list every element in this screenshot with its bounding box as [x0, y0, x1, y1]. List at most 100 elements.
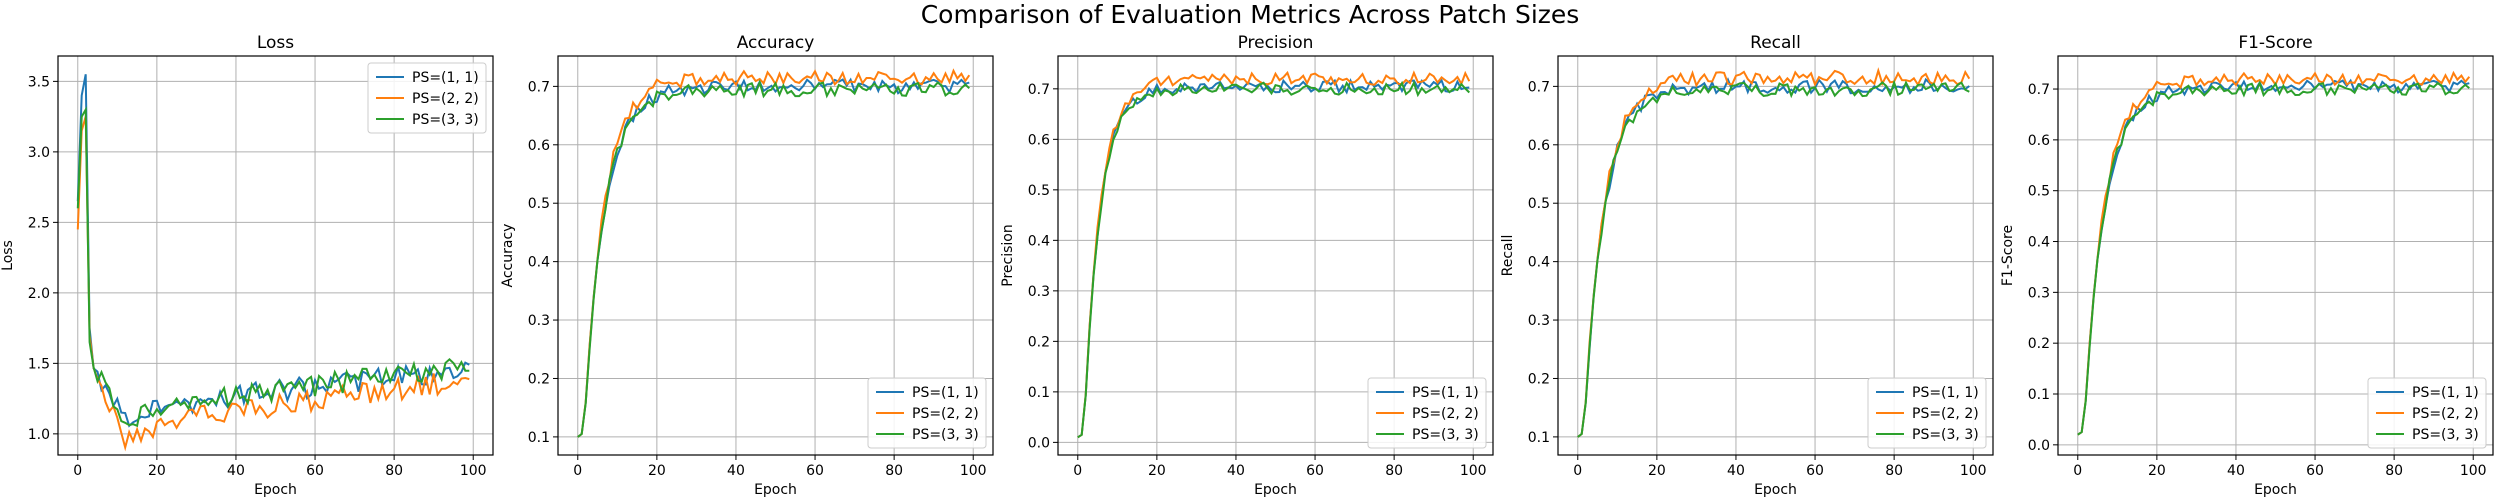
y-axis-label: Precision: [1000, 224, 1016, 286]
legend-entry-1: PS=(1, 1): [2412, 385, 2479, 401]
legend: PS=(1, 1) PS=(2, 2) PS=(3, 3): [2367, 377, 2487, 449]
y-tick-label: 0.7: [1028, 82, 1050, 98]
x-tick-label: 80: [885, 463, 903, 479]
axes-frame: [557, 55, 994, 456]
x-axis-label: Epoch: [2254, 482, 2297, 498]
legend-box: [1867, 377, 1987, 449]
legend-entry-2: PS=(2, 2): [2412, 406, 2479, 422]
x-tick-label: 0: [573, 463, 582, 479]
y-tick-label: 0.1: [528, 430, 550, 446]
x-tick-label: 0: [73, 463, 82, 479]
y-tick-label: 0.4: [528, 255, 550, 271]
y-tick-label: 0.0: [2028, 438, 2050, 454]
y-tick-label: 0.1: [2028, 387, 2050, 403]
y-tick-label: 0.2: [1028, 334, 1050, 350]
y-axis-label: Recall: [1500, 235, 1516, 277]
x-tick-label: 60: [806, 463, 824, 479]
y-tick-label: 0.4: [2028, 235, 2050, 251]
legend: PS=(1, 1) PS=(2, 2) PS=(3, 3): [1367, 377, 1487, 449]
x-tick-label: 20: [148, 463, 166, 479]
legend-entry-2: PS=(2, 2): [1912, 406, 1979, 422]
x-tick-label: 100: [1960, 463, 1987, 479]
x-axis-label: Epoch: [754, 482, 797, 498]
y-tick-label: 3.0: [28, 145, 50, 161]
subplot-title: Precision: [1238, 33, 1314, 53]
x-tick-label: 0: [1573, 463, 1582, 479]
axes-frame: [1057, 55, 1494, 456]
y-tick-label: 0.7: [2028, 82, 2050, 98]
series-line-1: [2077, 78, 2470, 436]
y-axis-label: F1-Score: [2000, 225, 2016, 286]
x-tick-label: 40: [227, 463, 245, 479]
x-axis-label: Epoch: [1754, 482, 1797, 498]
y-tick-label: 0.4: [1528, 255, 1550, 271]
y-tick-label: 0.1: [1028, 385, 1050, 401]
y-tick-label: 0.2: [1528, 371, 1550, 387]
legend-box: [1367, 377, 1487, 449]
series-line-2: [76, 116, 470, 452]
x-tick-label: 40: [1227, 463, 1245, 479]
y-tick-label: 0.3: [1028, 284, 1050, 300]
legend-box: [867, 377, 987, 449]
y-axis-label: Accuracy: [500, 224, 516, 288]
x-axis-label: Epoch: [1254, 482, 1297, 498]
legend-box: [367, 62, 487, 134]
y-tick-label: 0.6: [1528, 138, 1550, 154]
y-tick-label: 0.3: [1528, 313, 1550, 329]
y-tick-label: 0.4: [1028, 233, 1050, 249]
x-tick-label: 60: [306, 463, 324, 479]
series-line-3: [2077, 80, 2470, 436]
series-line-2: [1077, 70, 1471, 439]
y-tick-label: 0.0: [1028, 435, 1050, 451]
legend-entry-1: PS=(1, 1): [912, 385, 979, 401]
legend-box: [2367, 377, 2487, 449]
y-tick-label: 0.3: [528, 313, 550, 329]
x-tick-label: 60: [1306, 463, 1324, 479]
legend-entry-3: PS=(3, 3): [2412, 427, 2479, 443]
x-tick-label: 60: [2306, 463, 2324, 479]
x-tick-label: 60: [1806, 463, 1824, 479]
y-tick-label: 0.6: [1028, 132, 1050, 148]
subplot-title: Recall: [1750, 33, 1801, 53]
legend: PS=(1, 1) PS=(2, 2) PS=(3, 3): [367, 62, 487, 134]
series-line-3: [577, 79, 970, 438]
y-tick-label: 0.5: [528, 196, 550, 212]
y-tick-label: 1.0: [28, 427, 50, 443]
series-line-2: [2077, 70, 2471, 436]
axes-frame: [1557, 55, 1994, 456]
series-line-2: [577, 68, 971, 438]
y-tick-label: 3.5: [28, 74, 50, 90]
legend-entry-3: PS=(3, 3): [1912, 427, 1979, 443]
axes-frame: [57, 55, 494, 456]
x-tick-label: 20: [1648, 463, 1666, 479]
series-line-2: [1577, 67, 1971, 438]
subplot-accuracy: 0 20 40 60 80 100 0.1 0.2 0.3 0.4 0.5 0.6 0.7 Accurac…: [500, 33, 994, 498]
subplot-title: F1-Score: [2238, 33, 2312, 53]
subplot-recall: 0 20 40 60 80 100 0.1 0.2 0.3 0.4 0.5 0.6 0.7 Recall E…: [1500, 33, 1994, 498]
legend-entry-2: PS=(2, 2): [912, 406, 979, 422]
x-tick-label: 80: [385, 463, 403, 479]
legend-entry-1: PS=(1, 1): [1912, 385, 1979, 401]
y-tick-label: 2.5: [28, 215, 50, 231]
y-tick-label: 0.7: [1528, 79, 1550, 95]
legend-entry-3: PS=(3, 3): [412, 112, 479, 128]
x-tick-label: 100: [460, 463, 487, 479]
x-tick-label: 20: [648, 463, 666, 479]
y-tick-label: 0.2: [2028, 336, 2050, 352]
x-tick-label: 80: [1885, 463, 1903, 479]
legend-entry-3: PS=(3, 3): [912, 427, 979, 443]
subplot-title: Loss: [257, 33, 294, 53]
x-tick-label: 40: [727, 463, 745, 479]
subplot-title: Accuracy: [737, 33, 815, 53]
subplot-loss: 0 20 40 60 80 100 1.0 1.5 2.0 2.5 3.0 3.5 Loss Epoch L…: [0, 33, 494, 498]
subplot-f1-score: 0 20 40 60 80 100 0.0 0.1 0.2 0.3 0.4 0.5 0.6 0.7 F1-S…: [2000, 33, 2494, 498]
axes-frame: [2057, 55, 2494, 456]
x-tick-label: 40: [2227, 463, 2245, 479]
x-tick-label: 20: [1148, 463, 1166, 479]
series-line-1: [577, 77, 970, 438]
legend-entry-1: PS=(1, 1): [1412, 385, 1479, 401]
x-tick-label: 0: [2073, 463, 2082, 479]
series-line-3: [1577, 79, 1970, 438]
